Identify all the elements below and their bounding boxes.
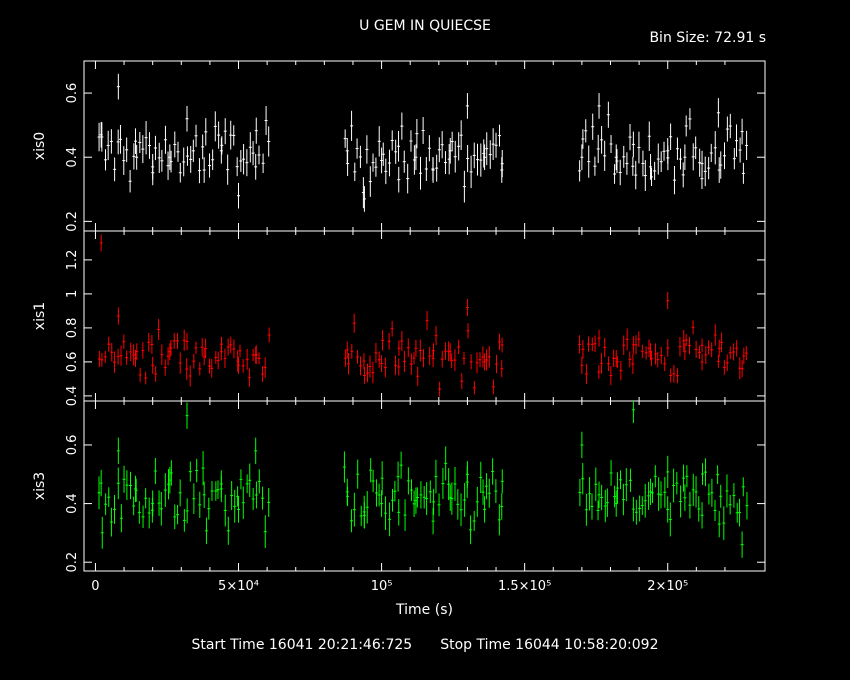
panel-frame [83,230,766,402]
start-time: Start Time 16041 20:21:46:725 [191,637,413,653]
data-points [97,401,749,558]
y-tick-label: 0.4 [65,147,80,168]
x-tick-label: 5×10⁴ [218,579,259,594]
y-tick-label: 0.4 [65,493,80,514]
y-axis-label: xis0 [32,132,48,160]
x-tick-label: 10⁵ [371,579,393,594]
y-tick-label: 0.2 [65,552,80,573]
data-points [97,73,749,212]
time-range-footer: Start Time 16041 20:21:46:725 Stop Time 1… [0,637,850,653]
y-tick-label: 0.8 [65,318,80,339]
y-tick-label: 0.2 [65,211,80,232]
x-tick-label: 2×10⁵ [647,579,688,594]
panel-xis1: 0.4 0.6 0.8 1 1.2 xis1 [32,230,766,407]
panel-frame [83,400,766,572]
x-tick-label: 0 [91,579,99,594]
y-axis-label: xis1 [32,302,48,330]
panel-xis3: 0.2 0.4 0.6 xis3 [32,400,766,573]
y-tick-label: 0.6 [65,352,80,373]
x-tick-label: 1.5×10⁵ [498,579,551,594]
y-tick-label: 1.2 [65,250,80,271]
y-tick-label: 0.6 [65,83,80,104]
y-tick-label: 0.4 [65,386,80,407]
y-tick-label: 0.6 [65,435,80,456]
panel-xis0: 0.2 0.4 0.6 xis0 [32,60,766,232]
y-axis-label: xis3 [32,472,48,500]
stop-time: Stop Time 16044 10:58:20:092 [440,637,659,653]
data-points [97,234,748,397]
x-axis-label: Time (s) [395,602,453,618]
panel-frame [83,60,766,232]
y-tick-label: 1 [65,290,80,298]
chart-title: U GEM IN QUIECSE [359,18,491,34]
bin-size-label: Bin Size: 72.91 s [649,30,766,46]
